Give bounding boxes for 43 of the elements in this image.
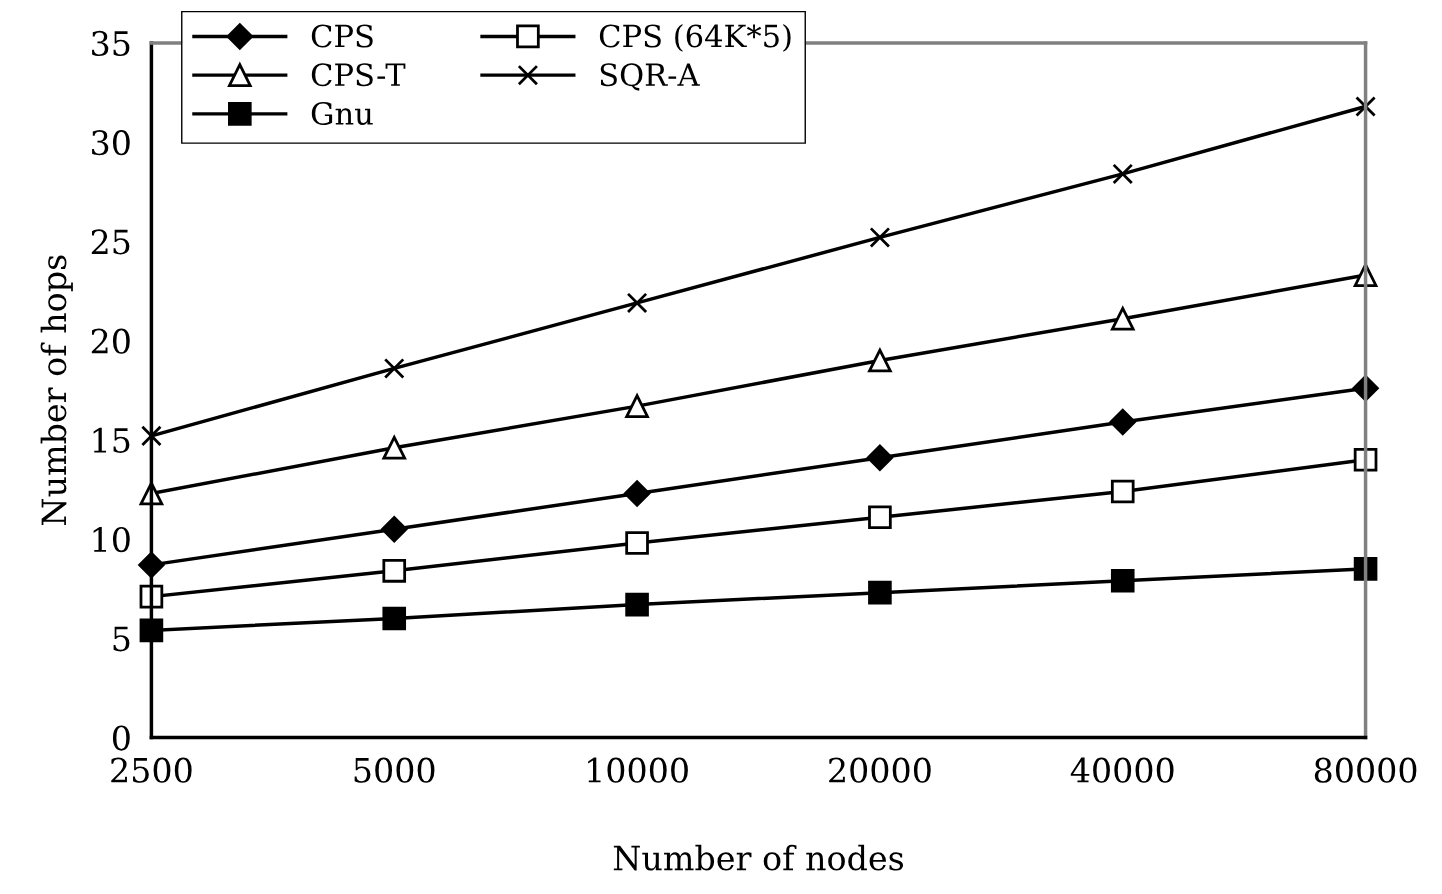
- x-tick-label: 20000: [829, 757, 931, 783]
- point: [1110, 479, 1135, 504]
- point: [625, 394, 649, 418]
- point: [866, 444, 894, 471]
- point: [868, 348, 892, 373]
- point: [1110, 568, 1135, 593]
- y-tick-label: 20: [91, 328, 130, 354]
- y-axis-title: Number of hops: [40, 255, 73, 526]
- point: [382, 435, 407, 460]
- y-tick-label: 0: [112, 725, 130, 751]
- point: [383, 357, 405, 379]
- y-tick-label: 5: [113, 626, 130, 652]
- point: [1355, 96, 1376, 117]
- x-tick-label: 80000: [1314, 757, 1417, 783]
- y-tick-label: 30: [92, 130, 130, 156]
- y-tick-label: 35: [92, 30, 130, 57]
- point: [382, 559, 407, 583]
- legend-label: CPS: [311, 24, 373, 48]
- x-tick-label: 40000: [1070, 757, 1174, 783]
- point: [623, 480, 651, 507]
- point: [381, 515, 408, 543]
- point: [626, 292, 648, 314]
- point: [140, 425, 162, 447]
- legend-label: CPS-T: [311, 63, 406, 87]
- y-tick-label: 10: [93, 527, 130, 553]
- y-tick-label: 15: [93, 427, 130, 453]
- point: [625, 531, 649, 555]
- point: [382, 606, 407, 631]
- point: [1110, 306, 1135, 331]
- point: [625, 592, 649, 617]
- y-tick-label: 25: [91, 229, 130, 255]
- x-tick-label: 2500: [111, 757, 192, 783]
- x-tick-label: 10000: [588, 757, 688, 783]
- legend-label: Gnu: [311, 101, 373, 125]
- point: [1112, 163, 1134, 185]
- x-axis-title: Number of nodes: [613, 844, 904, 871]
- legend-label: SQR-A: [600, 63, 700, 91]
- point: [868, 505, 892, 530]
- legend-label: CPS (64K*5): [599, 23, 791, 52]
- point: [869, 226, 891, 248]
- point: [1109, 408, 1136, 436]
- point: [868, 580, 892, 605]
- x-tick-label: 5000: [354, 757, 435, 783]
